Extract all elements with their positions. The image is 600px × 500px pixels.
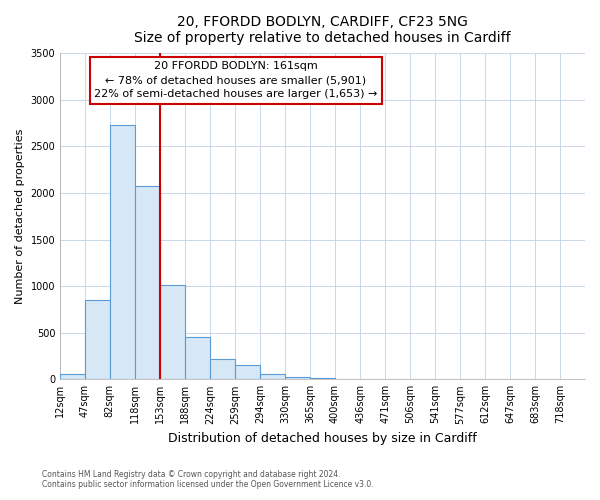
Bar [310,378,335,380]
Y-axis label: Number of detached properties: Number of detached properties [15,128,25,304]
Bar [185,337,209,380]
Title: 20, FFORDD BODLYN, CARDIFF, CF23 5NG
Size of property relative to detached house: 20, FFORDD BODLYN, CARDIFF, CF23 5NG Siz… [134,15,511,45]
Bar [110,125,134,380]
Text: 20 FFORDD BODLYN: 161sqm
← 78% of detached houses are smaller (5,901)
22% of sem: 20 FFORDD BODLYN: 161sqm ← 78% of detach… [94,62,377,100]
Bar [286,377,310,380]
Bar [160,285,185,380]
Bar [60,374,85,380]
Bar [235,366,260,380]
Text: Contains HM Land Registry data © Crown copyright and database right 2024.
Contai: Contains HM Land Registry data © Crown c… [42,470,374,489]
Bar [135,186,160,380]
X-axis label: Distribution of detached houses by size in Cardiff: Distribution of detached houses by size … [168,432,477,445]
Bar [85,300,110,380]
Bar [211,360,235,380]
Bar [260,374,284,380]
